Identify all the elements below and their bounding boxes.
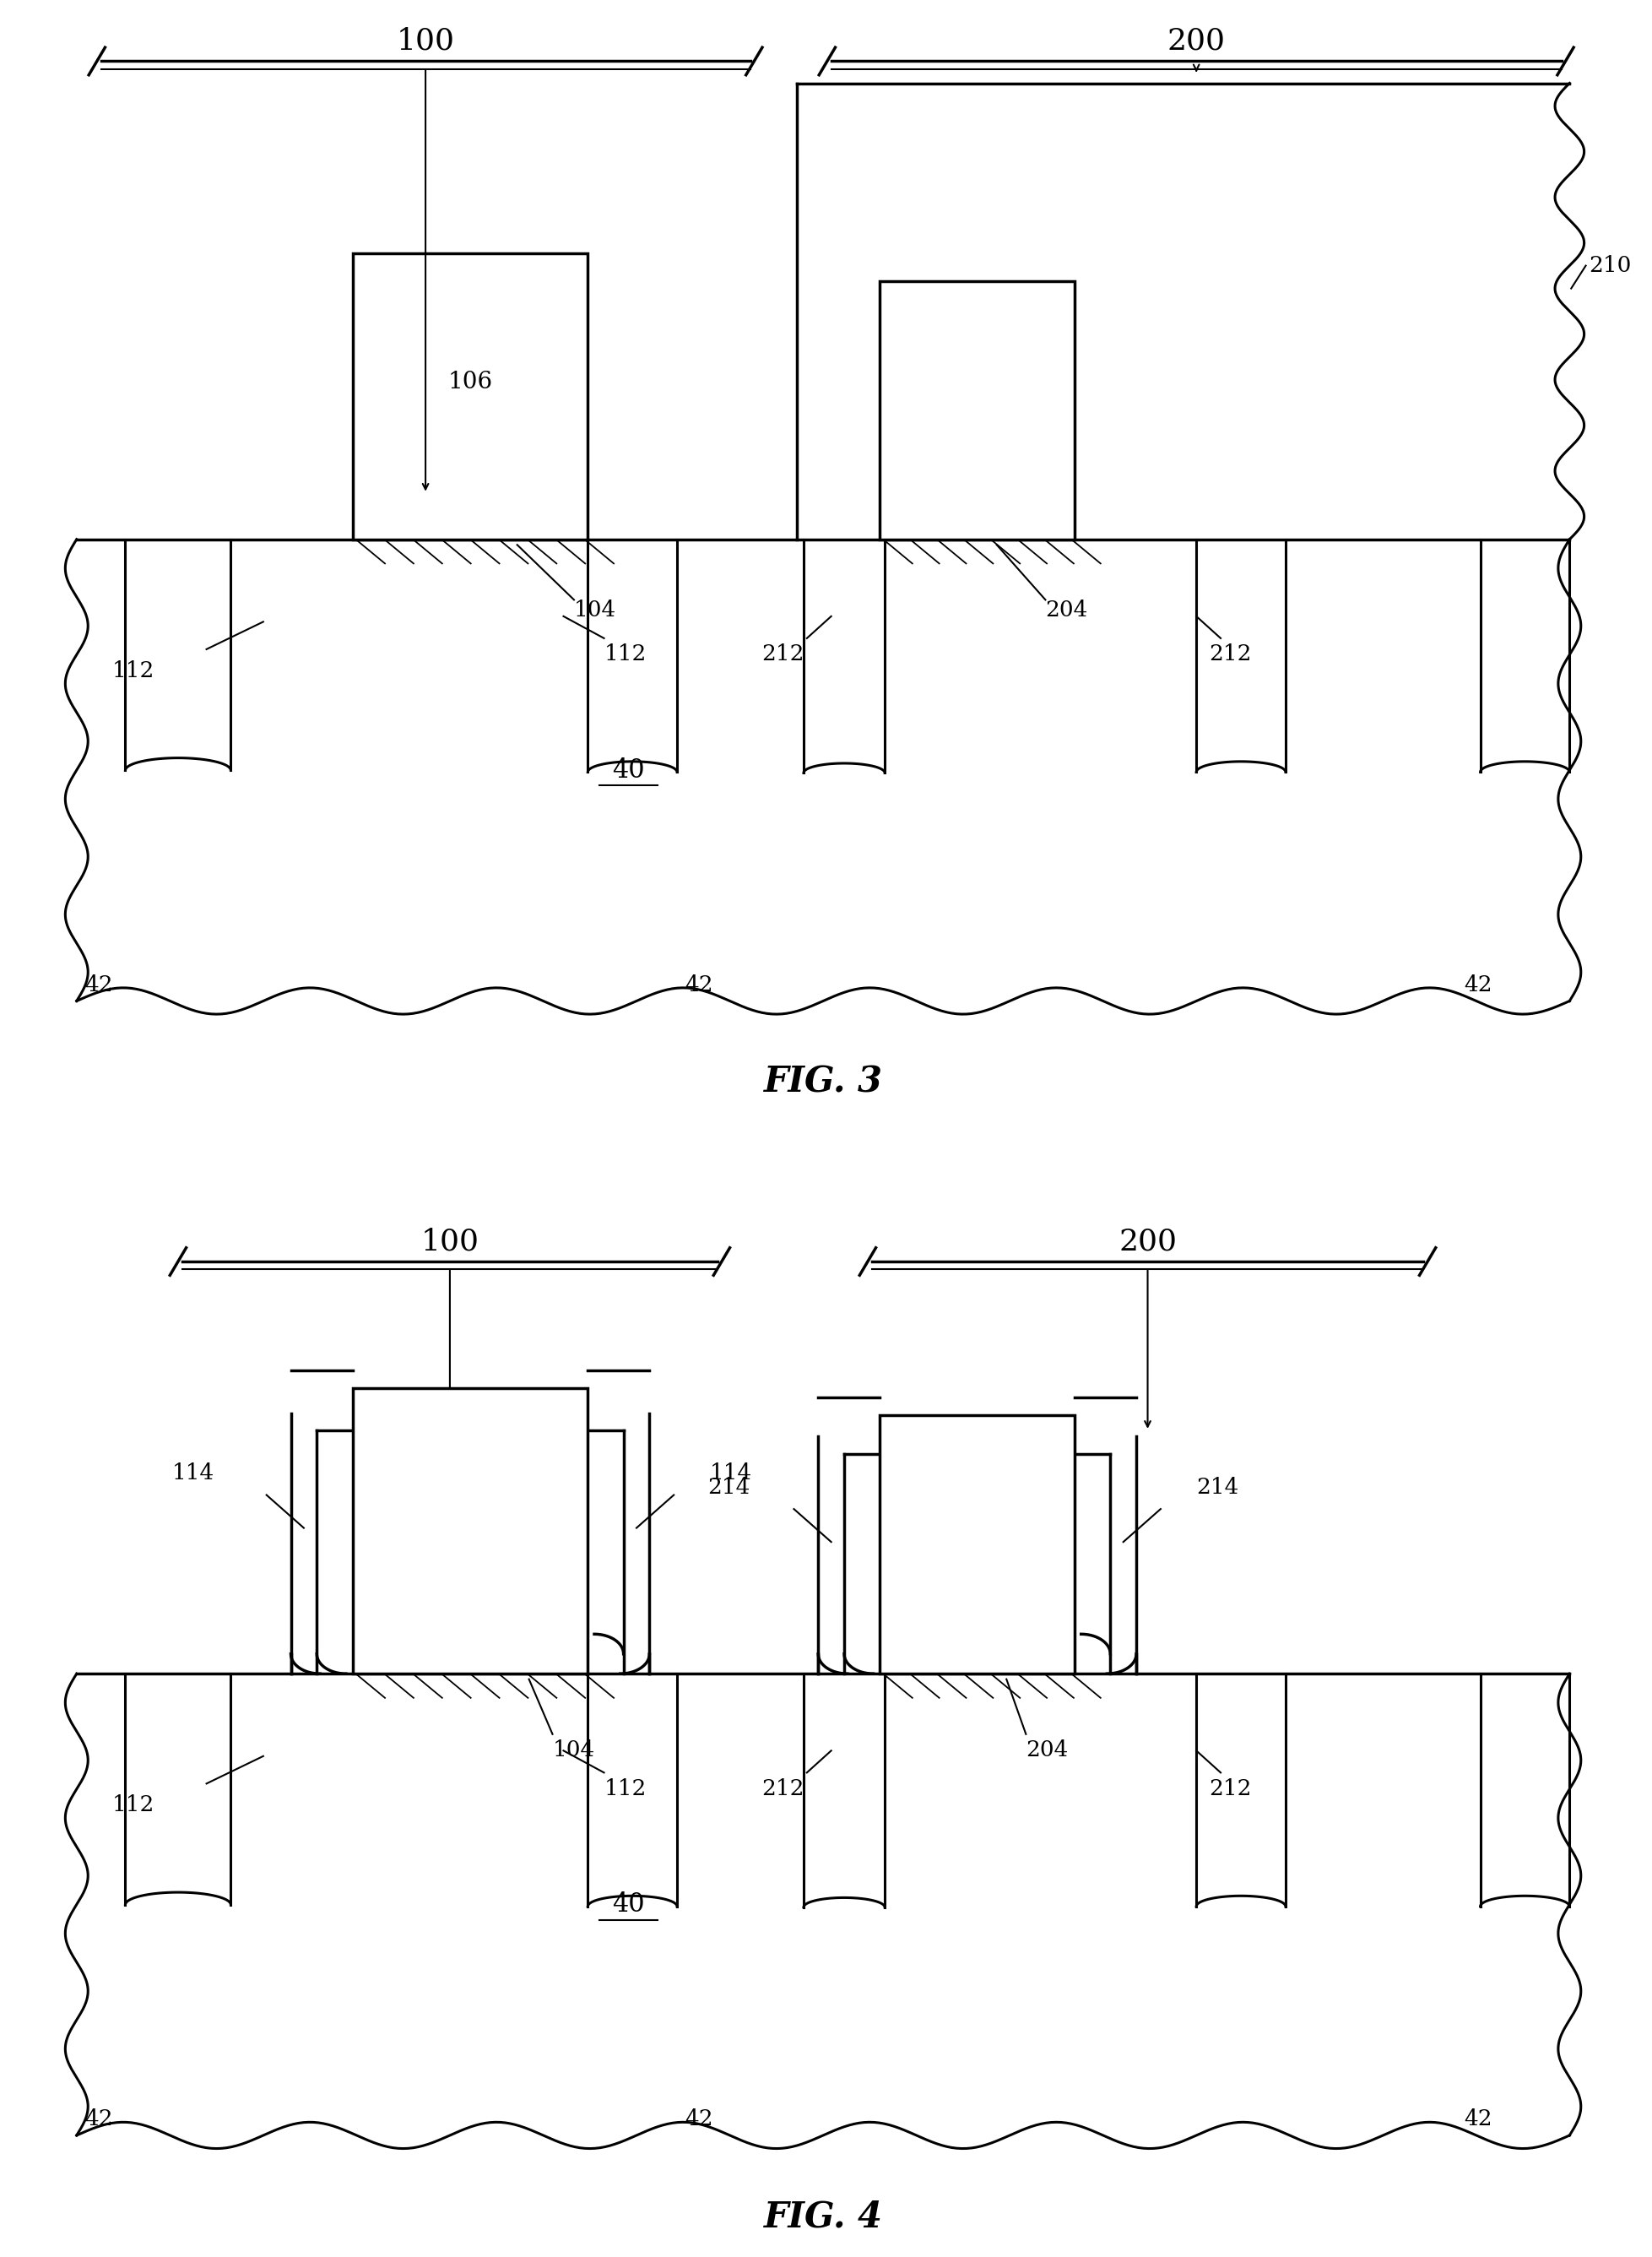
Text: FIG. 4: FIG. 4	[763, 2198, 882, 2234]
Text: 212: 212	[762, 643, 803, 666]
Text: 42: 42	[1464, 975, 1492, 995]
Text: 112: 112	[112, 661, 155, 682]
Text: 100: 100	[421, 1228, 479, 1255]
Bar	[352, 253, 588, 539]
Text: 104: 104	[573, 600, 616, 621]
Text: 42: 42	[686, 975, 714, 995]
Text: 206: 206	[955, 386, 999, 409]
Text: 200: 200	[1166, 27, 1224, 56]
Text: 212: 212	[762, 1779, 803, 1799]
Bar	[879, 282, 1074, 539]
Text: 212: 212	[1209, 1779, 1251, 1799]
Text: 112: 112	[603, 1779, 646, 1799]
Text: 114: 114	[172, 1463, 215, 1485]
Text: 42: 42	[686, 2108, 714, 2131]
Text: 40: 40	[611, 1891, 644, 1918]
Text: 100: 100	[396, 27, 454, 56]
Text: 114: 114	[709, 1463, 752, 1485]
Text: 112: 112	[603, 643, 646, 666]
Bar	[879, 1415, 1074, 1675]
Text: 40: 40	[611, 756, 644, 783]
Text: 204: 204	[1026, 1740, 1067, 1760]
Text: 200: 200	[1118, 1228, 1176, 1255]
Text: 204: 204	[1044, 600, 1087, 621]
Text: FIG. 3: FIG. 3	[763, 1065, 882, 1099]
Text: 112: 112	[112, 1794, 155, 1815]
Bar	[352, 1388, 588, 1675]
Text: 104: 104	[552, 1740, 595, 1760]
Text: 212: 212	[1209, 643, 1251, 666]
Text: 106: 106	[448, 370, 492, 393]
Text: 210: 210	[1588, 255, 1631, 275]
Text: 42: 42	[84, 975, 112, 995]
Text: 42: 42	[84, 2108, 112, 2131]
Text: 206: 206	[955, 1533, 999, 1555]
Text: 42: 42	[1464, 2108, 1492, 2131]
Text: 214: 214	[707, 1476, 750, 1499]
Text: 106: 106	[448, 1519, 492, 1542]
Text: 214: 214	[1196, 1476, 1237, 1499]
